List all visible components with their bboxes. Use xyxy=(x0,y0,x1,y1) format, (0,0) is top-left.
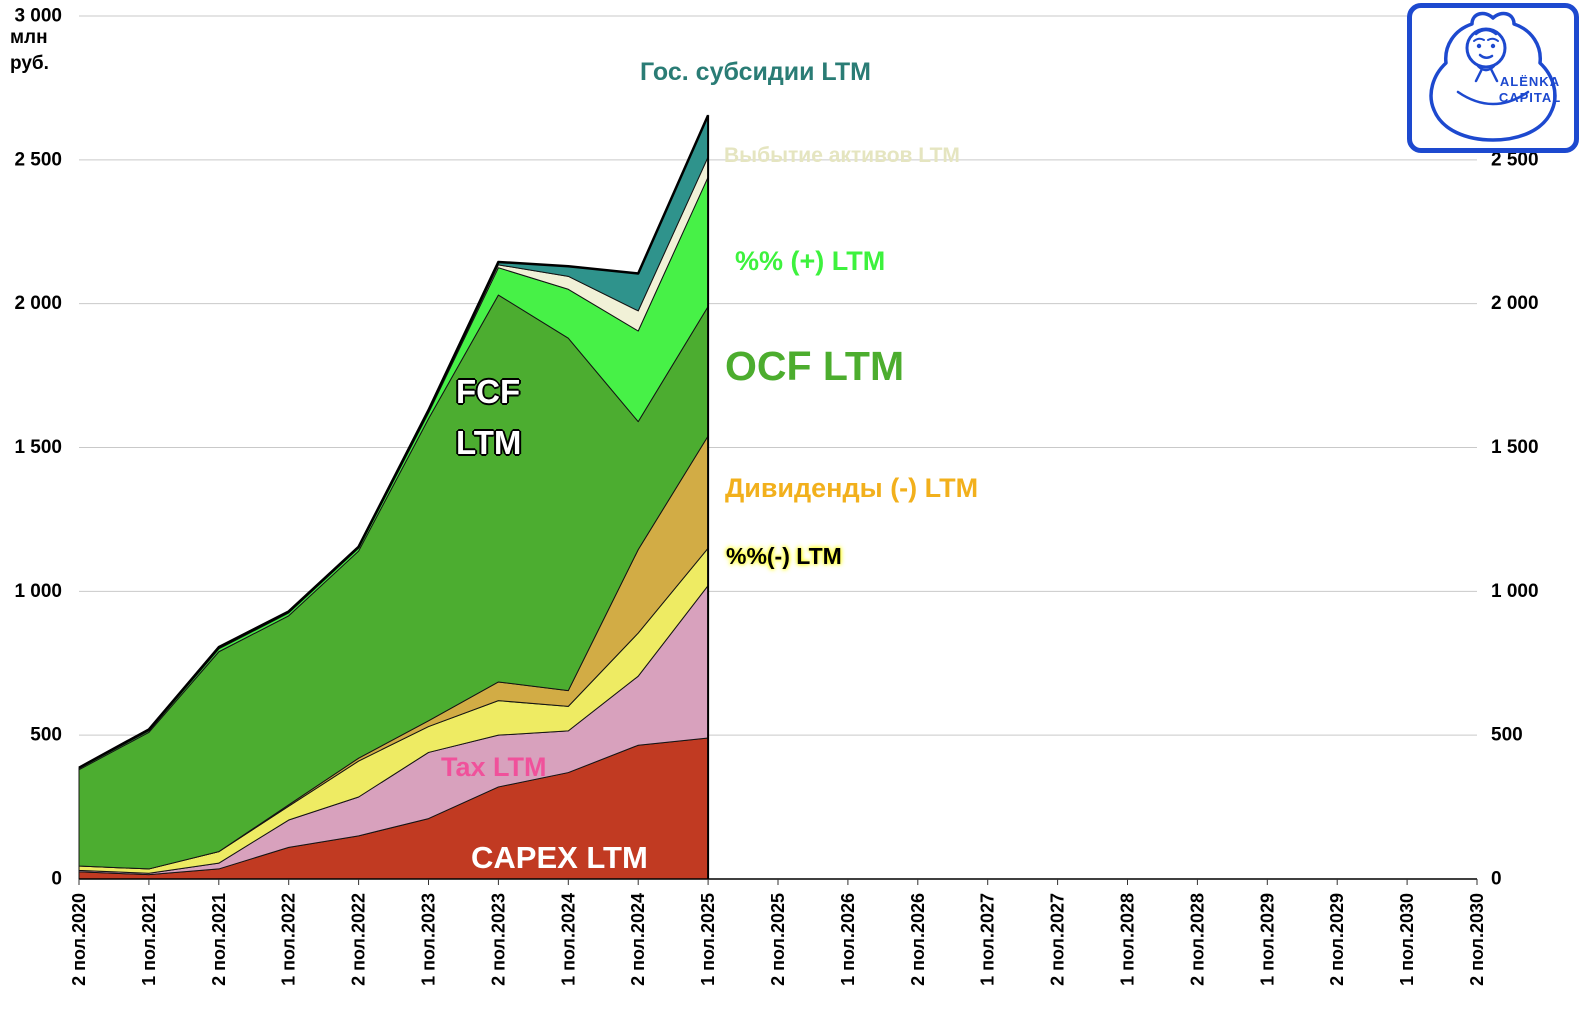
x-tick-label-10: 2 пол.2025 xyxy=(768,893,788,986)
y-tick-left-2000: 2 000 xyxy=(14,293,62,314)
x-tick-label-7: 1 пол.2024 xyxy=(558,893,578,986)
label-ocf: OCF LTM xyxy=(725,343,905,389)
label-fcf: FCF LTM xyxy=(456,366,521,468)
x-tick-label-2: 2 пол.2021 xyxy=(209,893,229,986)
x-tick-label-0: 2 пол.2020 xyxy=(69,893,89,986)
x-tick-label-9: 1 пол.2025 xyxy=(698,893,718,986)
x-tick-label-4: 2 пол.2022 xyxy=(349,893,369,986)
matryoshka-icon: ALЁNKA CAPITAL xyxy=(1429,11,1561,142)
y-tick-right-1000: 1 000 xyxy=(1491,581,1539,602)
y-tick-right-500: 500 xyxy=(1491,725,1523,746)
label-capex: CAPEX LTM xyxy=(471,840,648,875)
axis-unit-rub: руб. xyxy=(10,53,49,74)
axis-unit-mln: млн xyxy=(10,27,48,48)
y-tick-right-2000: 2 000 xyxy=(1491,293,1539,314)
y-tick-right-2500: 2 500 xyxy=(1491,149,1539,170)
x-tick-label-6: 2 пол.2023 xyxy=(488,893,508,986)
y-tick-right-0: 0 xyxy=(1491,869,1502,890)
label-percent-plus: %% (+) LTM xyxy=(735,246,886,276)
x-tick-label-11: 1 пол.2026 xyxy=(838,893,858,986)
label-fcf-line1: FCF xyxy=(456,373,521,410)
y-tick-left-3000: 3 000 xyxy=(14,6,62,27)
total-line xyxy=(78,114,710,769)
logo-text-line1: ALЁNKA xyxy=(1500,74,1560,89)
x-tick-label-13: 1 пол.2027 xyxy=(978,893,998,986)
x-tick-label-19: 1 пол.2030 xyxy=(1397,893,1417,986)
alenka-capital-logo: ALЁNKA CAPITAL xyxy=(1407,3,1579,153)
y-tick-left-1500: 1 500 xyxy=(14,437,62,458)
label-fcf-line2: LTM xyxy=(456,424,522,462)
x-tick-label-20: 2 пол.2030 xyxy=(1467,893,1487,986)
label-tax: Tax LTM xyxy=(441,752,547,782)
label-gos-subsidii: Гос. субсидии LTM xyxy=(640,58,871,86)
logo-text-line2: CAPITAL xyxy=(1499,90,1561,105)
y-tick-left-1000: 1 000 xyxy=(14,581,62,602)
x-tick-label-17: 1 пол.2029 xyxy=(1257,893,1277,986)
x-tick-label-16: 2 пол.2028 xyxy=(1187,893,1207,986)
label-vybytie-aktivov: Выбытие активов LTM xyxy=(724,144,960,167)
x-tick-label-8: 2 пол.2024 xyxy=(628,893,648,986)
y-tick-right-1500: 1 500 xyxy=(1491,437,1539,458)
y-tick-left-2500: 2 500 xyxy=(14,149,62,170)
x-tick-label-3: 1 пол.2022 xyxy=(279,893,299,986)
x-tick-label-18: 2 пол.2029 xyxy=(1327,893,1347,986)
x-tick-label-5: 1 пол.2023 xyxy=(419,893,439,986)
x-tick-label-15: 1 пол.2028 xyxy=(1118,893,1138,986)
y-tick-left-500: 500 xyxy=(30,725,62,746)
label-dividendy: Дивиденды (-) LTM xyxy=(725,473,979,503)
label-percent-minus: %%(-) LTM xyxy=(726,543,842,569)
x-tick-label-1: 1 пол.2021 xyxy=(139,893,159,986)
x-tick-label-12: 2 пол.2026 xyxy=(908,893,928,986)
y-tick-left-0: 0 xyxy=(51,869,62,890)
x-tick-label-14: 2 пол.2027 xyxy=(1048,893,1068,986)
